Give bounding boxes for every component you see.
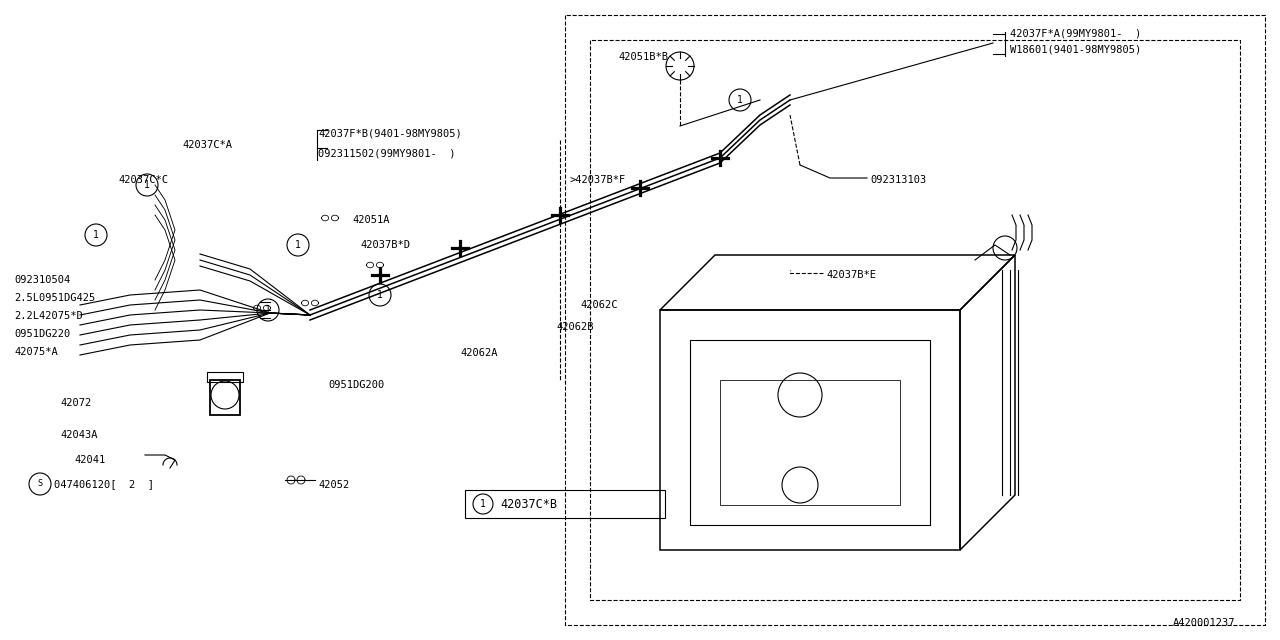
Text: 42041: 42041 [74, 455, 105, 465]
Bar [465, 490, 666, 518]
Text: 092310504: 092310504 [14, 275, 70, 285]
Text: 42037C*C: 42037C*C [118, 175, 168, 185]
Text: 42075*A: 42075*A [14, 347, 58, 357]
Text: 092313103: 092313103 [870, 175, 927, 185]
Text: 42037C*A: 42037C*A [182, 140, 232, 150]
Text: 0951DG220: 0951DG220 [14, 329, 70, 339]
Text: 42072: 42072 [60, 398, 91, 408]
Text: 1: 1 [480, 499, 486, 509]
Text: 42052: 42052 [317, 480, 349, 490]
Text: 1: 1 [737, 95, 742, 105]
Text: 0951DG200: 0951DG200 [328, 380, 384, 390]
Text: 42037F*A(99MY9801-  ): 42037F*A(99MY9801- ) [1010, 28, 1142, 38]
Bar [207, 372, 243, 382]
Text: 42062C: 42062C [580, 300, 617, 310]
Text: 1: 1 [378, 290, 383, 300]
Bar [210, 380, 241, 415]
Text: 2.2L42075*D: 2.2L42075*D [14, 311, 83, 321]
Text: 047406120[  2  ]: 047406120[ 2 ] [54, 479, 154, 489]
Text: 42043A: 42043A [60, 430, 97, 440]
Text: 42051B*B: 42051B*B [618, 52, 668, 62]
Text: >42037B*F: >42037B*F [570, 175, 626, 185]
Text: 2.5L0951DG425: 2.5L0951DG425 [14, 293, 95, 303]
Text: 1: 1 [145, 180, 150, 190]
Text: 1: 1 [265, 305, 271, 315]
Text: 42037C*B: 42037C*B [500, 497, 557, 511]
Text: 42051A: 42051A [352, 215, 389, 225]
Text: W18601(9401-98MY9805): W18601(9401-98MY9805) [1010, 44, 1142, 54]
Text: S: S [37, 479, 42, 488]
Bar [690, 340, 931, 525]
Text: 42062A: 42062A [460, 348, 498, 358]
Text: 42062B: 42062B [556, 322, 594, 332]
Text: 42037B*E: 42037B*E [826, 270, 876, 280]
Text: 1: 1 [296, 240, 301, 250]
Text: 1: 1 [93, 230, 99, 240]
Text: A420001237: A420001237 [1172, 618, 1235, 628]
Text: 42037B*D: 42037B*D [360, 240, 410, 250]
Text: 092311502(99MY9801-  ): 092311502(99MY9801- ) [317, 148, 456, 158]
Text: 42037F*B(9401-98MY9805): 42037F*B(9401-98MY9805) [317, 128, 462, 138]
